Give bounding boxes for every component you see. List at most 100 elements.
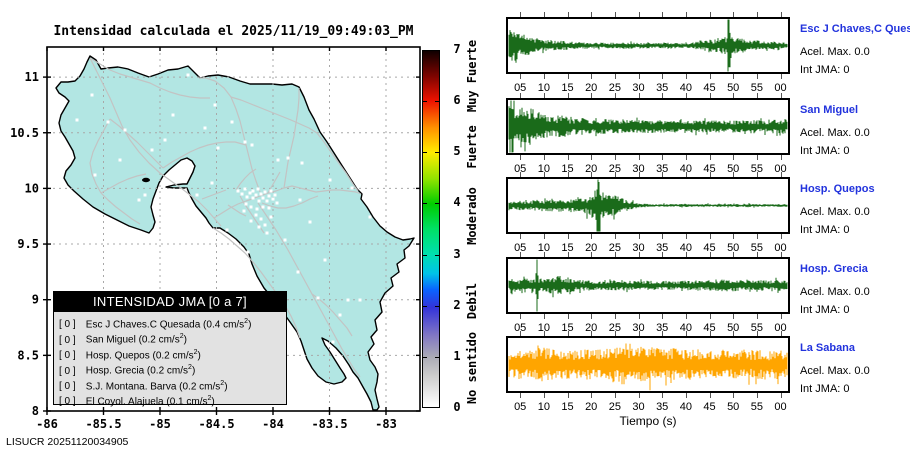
time-tick-label: 05 (514, 163, 527, 175)
time-tick-label: 05 (514, 242, 527, 254)
station-dot (195, 193, 199, 197)
time-tick (780, 331, 782, 336)
time-tick (709, 393, 711, 398)
road (227, 204, 247, 217)
time-tick-label: 30 (632, 163, 645, 175)
station-dot (323, 258, 327, 262)
waveform-plot (506, 336, 790, 393)
map-x-tick-label: -85 (149, 417, 171, 431)
map-x-tick-label: -83.5 (311, 417, 347, 431)
legend-item-close: ) (191, 365, 196, 377)
station-dot (143, 193, 147, 197)
map-y-tick-label: 8 (32, 404, 39, 418)
time-tick (638, 331, 640, 336)
time-tick-label: 45 (703, 242, 716, 254)
time-tick (591, 93, 593, 98)
waveform-trace (508, 179, 788, 232)
time-tick (638, 252, 640, 257)
map-x-tick-label: -84.5 (198, 417, 234, 431)
time-tick (543, 314, 545, 319)
time-tick (543, 172, 545, 177)
time-tick (662, 172, 664, 177)
time-tick (756, 12, 758, 17)
station-name-label: Hosp. Quepos (800, 183, 875, 195)
legend-item-intensity: [ 0 ] (59, 365, 76, 377)
time-tick (591, 252, 593, 257)
station-dot (118, 158, 122, 162)
waveform-plot (506, 257, 790, 314)
station-dot (245, 195, 249, 199)
station-name-label: Hosp. Grecia (800, 263, 868, 275)
colorbar-tick (422, 101, 427, 103)
legend-item: [ 0 ] San Miguel (0.2 cm/s2) (59, 329, 286, 346)
time-tick (567, 93, 569, 98)
time-tick (756, 252, 758, 257)
station-dot (300, 161, 304, 165)
legend-item-intensity: [ 0 ] (59, 350, 76, 362)
time-tick-label: 25 (608, 401, 621, 413)
time-tick (591, 155, 593, 160)
colorbar-tick (422, 203, 427, 205)
time-tick (591, 172, 593, 177)
waveform-plot (506, 177, 790, 234)
road (199, 77, 261, 193)
station-dot (298, 198, 302, 202)
station-dot (358, 298, 362, 302)
legend-item-unit-exponent: 2 (244, 318, 249, 325)
time-tick (662, 331, 664, 336)
time-tick (662, 234, 664, 239)
time-tick (733, 172, 735, 177)
station-dot (210, 181, 214, 185)
station-name-label: Esc J Chaves,C Quesada (800, 23, 910, 35)
station-dot (257, 199, 261, 203)
legend-item-intensity: [ 0 ] (59, 380, 76, 392)
time-tick (567, 74, 569, 79)
time-tick (685, 12, 687, 17)
station-dot (263, 190, 267, 194)
time-tick (614, 314, 616, 319)
time-tick-label: 30 (632, 82, 645, 94)
legend-item: [ 0 ] Hosp. Grecia (0.2 cm/s2) (59, 360, 286, 377)
time-tick-label: 15 (561, 163, 574, 175)
time-tick-label: 05 (514, 401, 527, 413)
station-name-label: La Sabana (800, 342, 856, 354)
station-dot (261, 205, 265, 209)
legend-item-close: ) (183, 334, 187, 346)
road (100, 173, 147, 194)
road (230, 96, 318, 134)
time-tick (733, 12, 735, 17)
time-tick-label: 50 (727, 163, 740, 175)
time-tick (662, 12, 664, 17)
road (89, 118, 111, 194)
station-dot (265, 231, 269, 235)
time-tick (685, 393, 687, 398)
waveform (508, 19, 788, 72)
time-tick (662, 252, 664, 257)
time-tick (709, 331, 711, 336)
time-tick (733, 93, 735, 98)
waveform-trace (508, 343, 788, 391)
time-tick (780, 393, 782, 398)
time-tick-label: 30 (632, 322, 645, 334)
time-tick (709, 252, 711, 257)
colorbar-tick (422, 305, 427, 307)
colorbar-tick (435, 101, 440, 103)
time-tick-label: 00 (774, 163, 787, 175)
station-dot (283, 238, 287, 242)
waveform (508, 259, 788, 312)
time-tick-label: 55 (750, 242, 763, 254)
time-tick-label: 00 (774, 401, 787, 413)
time-tick (662, 93, 664, 98)
time-tick (685, 252, 687, 257)
road (201, 189, 227, 200)
waveform-trace (508, 100, 788, 153)
station-dot (160, 195, 164, 199)
time-tick (780, 12, 782, 17)
time-tick (520, 172, 522, 177)
time-tick (685, 314, 687, 319)
time-tick-label: 45 (703, 322, 716, 334)
road (257, 202, 361, 378)
station-dot (242, 209, 246, 213)
station-dot (267, 194, 271, 198)
